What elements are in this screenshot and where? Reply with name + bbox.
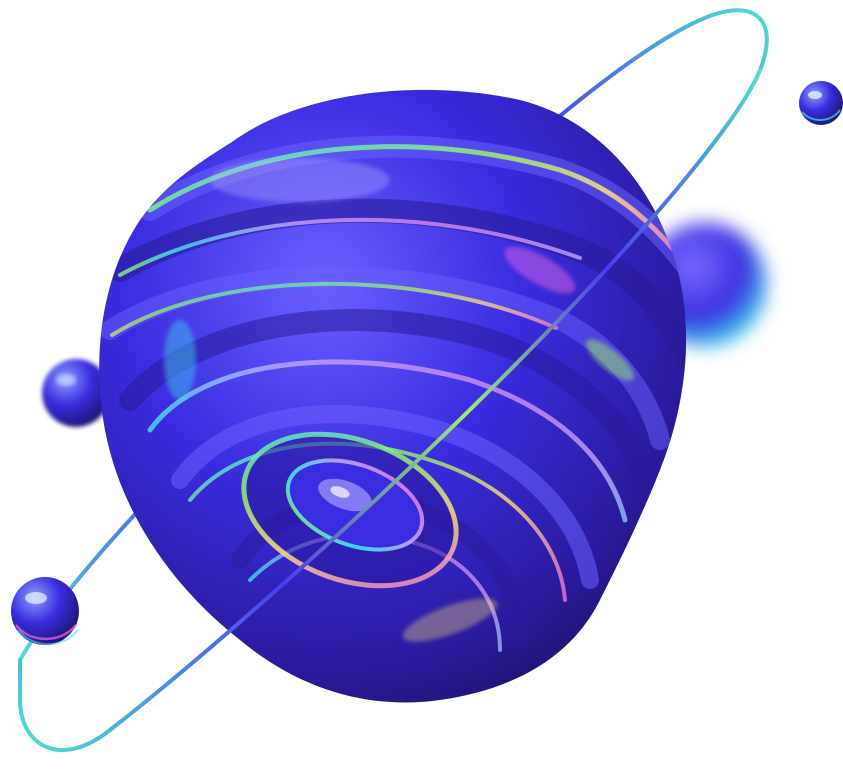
- orbit-ring: [18, 68, 762, 752]
- small-moon-bottom-left: [11, 577, 79, 646]
- swirled-planet: [99, 89, 687, 703]
- small-moon-top-right: [799, 81, 843, 125]
- small-moon-left: [42, 359, 110, 427]
